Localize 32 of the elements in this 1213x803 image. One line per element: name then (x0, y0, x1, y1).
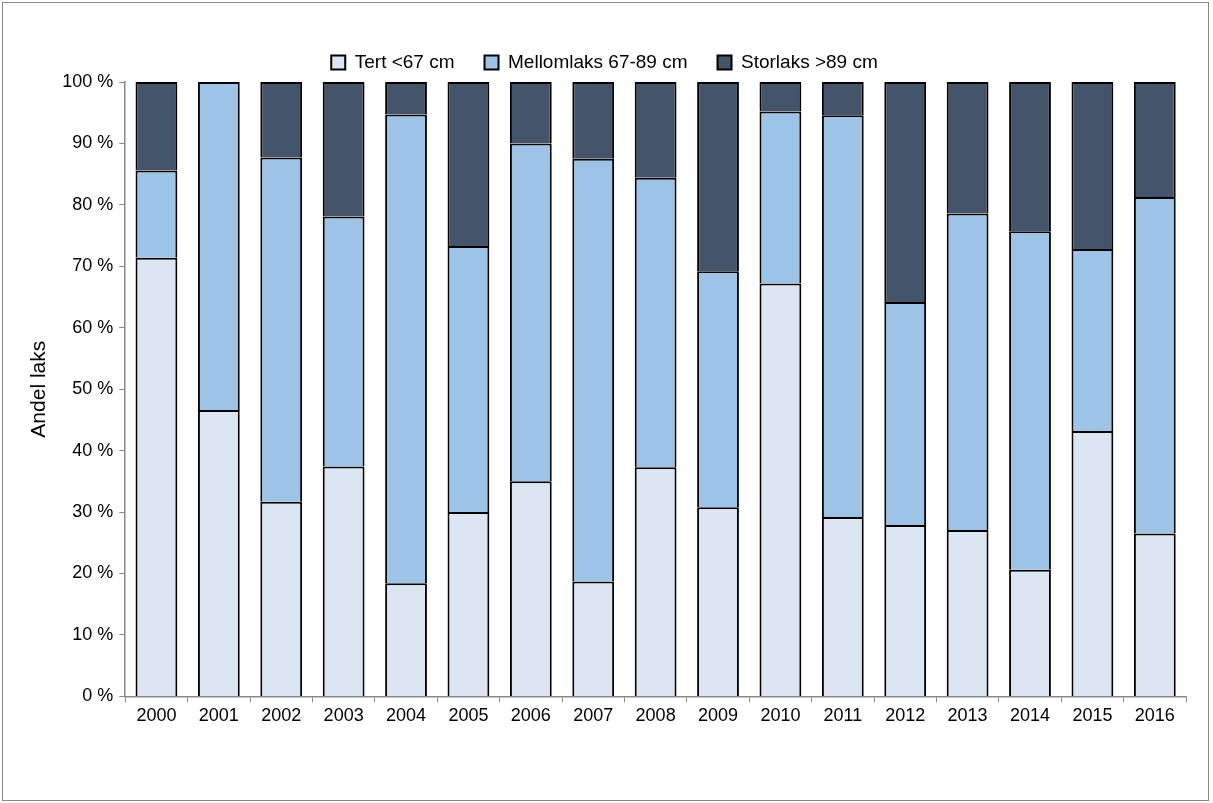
x-tick-label: 2008 (635, 705, 676, 726)
y-tick-label: 80 % (72, 193, 114, 214)
legend-label: Mellomlaks 67-89 cm (508, 50, 688, 72)
y-tick-label: 30 % (72, 501, 114, 522)
x-tick-label: 2002 (261, 705, 302, 726)
y-tick-label: 10 % (72, 623, 114, 644)
x-tick-label: 2012 (885, 705, 926, 726)
y-tick-label: 70 % (72, 255, 114, 276)
x-tick-label: 2001 (198, 705, 239, 726)
y-tick-label: 100 % (62, 70, 114, 91)
y-tick-label: 60 % (72, 316, 114, 337)
y-tick-label: 0 % (82, 685, 114, 706)
x-tick-label: 2015 (1072, 705, 1113, 726)
x-tick-label: 2003 (323, 705, 364, 726)
x-tick-label: 2014 (1009, 705, 1051, 726)
x-tick-label: 2009 (697, 705, 739, 726)
x-tick-label: 2016 (1134, 705, 1175, 726)
x-tick-label: 2010 (760, 705, 801, 726)
legend-label: Tert <67 cm (354, 50, 455, 72)
y-tick-label: 90 % (72, 132, 114, 153)
x-tick-label: 2000 (136, 705, 177, 726)
x-tick-label: 2006 (510, 705, 551, 726)
y-tick-label: 20 % (72, 562, 114, 583)
x-tick-label: 2007 (573, 705, 614, 726)
legend-label: Storlaks >89 cm (741, 50, 878, 72)
y-tick-label: 40 % (72, 439, 114, 460)
x-tick-label: 2004 (386, 705, 427, 726)
y-axis-title: Andel laks (26, 340, 50, 438)
x-tick-label: 2013 (947, 705, 988, 726)
y-tick-label: 50 % (72, 378, 114, 399)
x-tick-label: 2005 (448, 705, 489, 726)
x-tick-label: 2011 (823, 705, 863, 726)
